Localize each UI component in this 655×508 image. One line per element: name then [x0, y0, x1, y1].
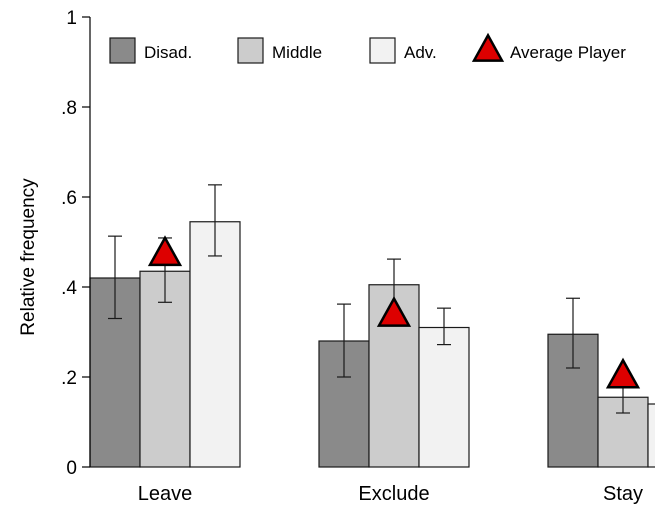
- legend-label: Middle: [272, 43, 322, 62]
- average-player-marker-leave: [147, 235, 183, 267]
- legend-item-average-player: Average Player: [471, 32, 626, 62]
- y-tick-label: .4: [61, 278, 77, 299]
- legend-label: Adv.: [404, 43, 437, 62]
- average-player-marker-stay: [605, 357, 641, 389]
- bar-adv-exclude: [418, 326, 470, 468]
- y-axis: 0 .2 .4 .6 .8 1: [61, 8, 91, 479]
- error-bar-disad-leave: [108, 235, 122, 320]
- error-bar-disad-stay: [566, 297, 580, 369]
- legend-item-middle: Middle: [237, 37, 322, 64]
- legend-label: Disad.: [144, 43, 192, 62]
- x-tick-label-exclude: Exclude: [358, 483, 429, 505]
- error-bar-adv-exclude: [437, 307, 451, 346]
- x-tick-label-stay: Stay: [603, 483, 643, 505]
- legend-swatch: [237, 37, 264, 64]
- error-bar-disad-exclude: [337, 303, 351, 378]
- bar-adv-leave: [189, 221, 241, 468]
- y-tick-label: .2: [61, 368, 77, 389]
- x-axis-labels: Leave Exclude Stay: [138, 483, 643, 505]
- y-axis-title: Relative frequency: [18, 178, 39, 336]
- y-tick-label: 1: [66, 8, 77, 29]
- bars-layer: [89, 184, 655, 468]
- y-tick-label: 0: [66, 458, 77, 479]
- legend-swatch: [369, 37, 396, 64]
- legend-item-adv: Adv.: [369, 37, 437, 64]
- legend-label: Average Player: [510, 43, 626, 62]
- y-tick-label: .8: [61, 98, 77, 119]
- legend-triangle-icon: [471, 32, 505, 62]
- average-player-marker-exclude: [376, 296, 412, 327]
- y-tick-label: .6: [61, 188, 77, 209]
- bar-middle-leave: [139, 270, 191, 468]
- error-bar-adv-leave: [208, 184, 222, 257]
- legend-item-disad: Disad.: [109, 37, 192, 64]
- bar-adv-stay: [647, 403, 655, 468]
- x-tick-label-leave: Leave: [138, 483, 193, 505]
- legend-swatch: [109, 37, 136, 64]
- legend: Disad. Middle Adv. Average Player: [109, 32, 626, 64]
